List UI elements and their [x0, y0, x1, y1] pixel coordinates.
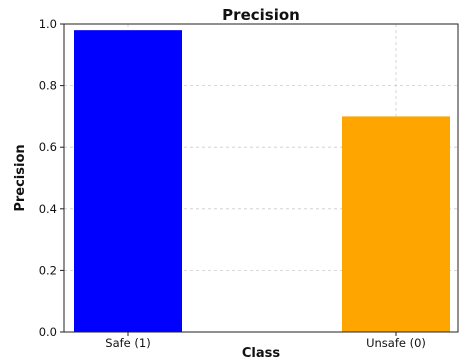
y-tick-label: 1.0 [39, 17, 57, 31]
plot-frame [63, 23, 459, 333]
y-ticks: 0.0 0.2 0.4 0.6 0.8 1.0 [39, 17, 64, 339]
y-tick-label: 0.0 [39, 325, 57, 339]
y-tick-label: 0.4 [39, 202, 57, 216]
bar-unsafe-0 [342, 116, 450, 333]
bar-safe-1 [74, 30, 182, 332]
y-axis-label: Precision [13, 144, 28, 211]
y-tick-label: 0.8 [39, 79, 57, 93]
x-tick-label: Unsafe (0) [366, 336, 426, 350]
y-tick-label: 0.2 [39, 263, 57, 277]
chart-title: Precision [222, 6, 300, 24]
x-axis-label: Class [242, 346, 281, 360]
bars [74, 30, 450, 333]
y-tick-label: 0.6 [39, 140, 57, 154]
x-ticks: Safe (1) Unsafe (0) [105, 332, 426, 350]
axes [63, 23, 459, 333]
x-tick-label: Safe (1) [105, 336, 150, 350]
